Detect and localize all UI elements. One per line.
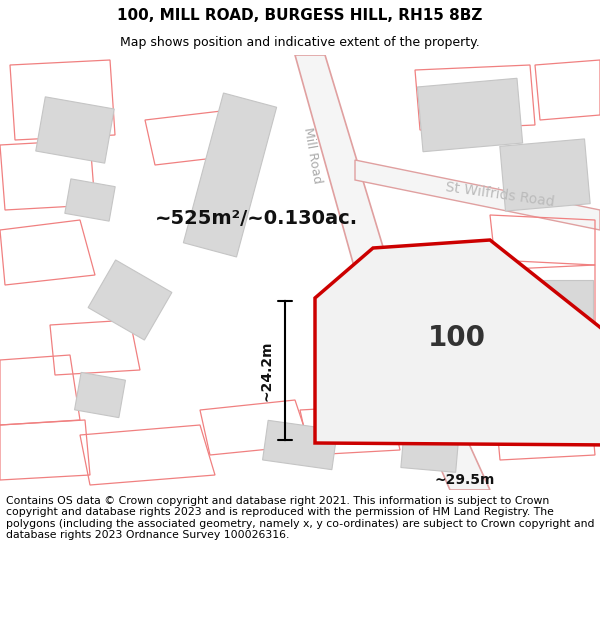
Text: 100, MILL ROAD, BURGESS HILL, RH15 8BZ: 100, MILL ROAD, BURGESS HILL, RH15 8BZ: [118, 8, 482, 23]
Text: Contains OS data © Crown copyright and database right 2021. This information is : Contains OS data © Crown copyright and d…: [6, 496, 595, 541]
Polygon shape: [418, 78, 523, 152]
Polygon shape: [448, 270, 512, 330]
Polygon shape: [538, 280, 593, 340]
Text: Mill Road: Mill Road: [402, 336, 438, 394]
Text: ~24.2m: ~24.2m: [260, 340, 274, 401]
Polygon shape: [401, 428, 459, 472]
Polygon shape: [500, 139, 590, 211]
Polygon shape: [184, 93, 277, 257]
Polygon shape: [295, 55, 390, 270]
Polygon shape: [65, 179, 115, 221]
Polygon shape: [355, 160, 600, 230]
Polygon shape: [315, 240, 600, 445]
Polygon shape: [355, 270, 490, 490]
Text: Map shows position and indicative extent of the property.: Map shows position and indicative extent…: [120, 36, 480, 49]
Polygon shape: [36, 97, 114, 163]
Text: ~525m²/~0.130ac.: ~525m²/~0.130ac.: [155, 209, 358, 227]
Polygon shape: [88, 260, 172, 340]
Text: 100: 100: [428, 324, 486, 352]
Text: ~29.5m: ~29.5m: [435, 473, 495, 487]
Polygon shape: [263, 421, 337, 469]
Polygon shape: [74, 372, 125, 418]
Text: Mill Road: Mill Road: [301, 126, 323, 184]
Text: St Wilfrids Road: St Wilfrids Road: [445, 181, 556, 209]
